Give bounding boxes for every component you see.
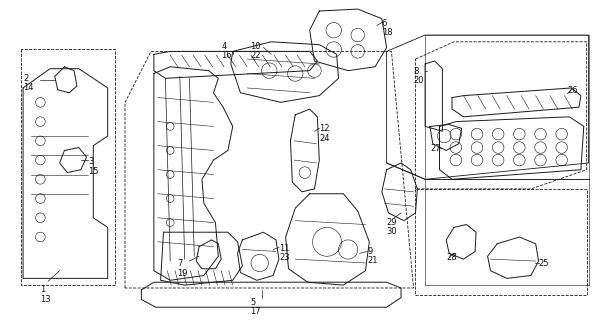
Text: 1
13: 1 13	[40, 285, 51, 304]
Text: 10
22: 10 22	[250, 42, 260, 60]
Text: 28: 28	[446, 253, 457, 262]
Text: 2
14: 2 14	[23, 74, 34, 92]
Text: 11
23: 11 23	[279, 244, 289, 262]
Text: 4
16: 4 16	[221, 42, 232, 60]
Text: 7
19: 7 19	[177, 259, 188, 278]
Text: 25: 25	[538, 259, 549, 268]
Text: 6
18: 6 18	[382, 19, 393, 37]
Text: 3
15: 3 15	[89, 157, 99, 176]
Text: 12
24: 12 24	[320, 124, 330, 143]
Text: 27: 27	[430, 144, 441, 153]
Text: 9
21: 9 21	[367, 247, 378, 265]
Text: 8
20: 8 20	[414, 67, 424, 85]
Text: 26: 26	[567, 86, 578, 95]
Text: 29
30: 29 30	[387, 218, 397, 236]
Text: 5
17: 5 17	[250, 298, 260, 316]
